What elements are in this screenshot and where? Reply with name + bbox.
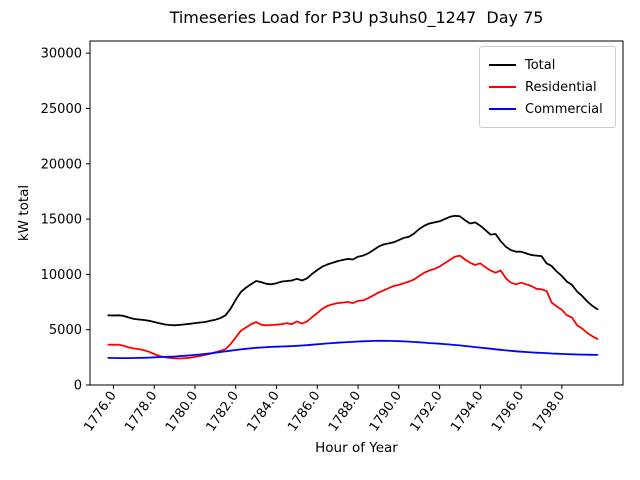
y-axis-label: kW total xyxy=(16,184,32,242)
axes-frame xyxy=(89,40,624,386)
legend-line-residential xyxy=(489,86,516,88)
legend-entry-residential: Residential xyxy=(489,76,607,98)
x-tick-label: 1786.0 xyxy=(285,389,323,435)
x-tick-label: 1782.0 xyxy=(204,389,242,435)
legend-label-residential: Residential xyxy=(525,79,597,95)
x-axis-label: Hour of Year xyxy=(315,440,398,456)
y-tick-label: 0 xyxy=(74,379,82,394)
x-tick-label: 1788.0 xyxy=(326,389,364,435)
legend-entry-commercial: Commercial xyxy=(489,98,607,120)
series-line-residential xyxy=(107,254,599,360)
y-tick-label: 30000 xyxy=(41,47,82,62)
series-line-commercial xyxy=(107,339,599,360)
y-tick-label: 15000 xyxy=(41,213,82,228)
y-tick-label: 25000 xyxy=(41,102,82,117)
legend-label-total: Total xyxy=(525,57,556,73)
x-tick-label: 1798.0 xyxy=(530,389,568,435)
x-tick-label: 1776.0 xyxy=(81,389,119,435)
x-tick-label: 1792.0 xyxy=(407,389,445,435)
legend-line-commercial xyxy=(489,108,516,110)
legend-entry-total: Total xyxy=(489,54,607,76)
x-tick-label: 1778.0 xyxy=(122,389,160,435)
legend: Total Residential Commercial xyxy=(479,46,616,128)
y-tick-label: 10000 xyxy=(41,268,82,283)
x-tick-label: 1796.0 xyxy=(489,389,527,435)
y-tick-label: 20000 xyxy=(41,157,82,172)
legend-line-total xyxy=(489,64,516,66)
legend-label-commercial: Commercial xyxy=(525,101,603,117)
y-tick-label: 5000 xyxy=(49,323,82,338)
x-tick-label: 1780.0 xyxy=(163,389,201,435)
x-tick-label: 1784.0 xyxy=(244,389,282,435)
x-tick-label: 1794.0 xyxy=(448,389,486,435)
x-tick-label: 1790.0 xyxy=(367,389,405,435)
chart-title: Timeseries Load for P3U p3uhs0_1247 Day … xyxy=(169,8,544,27)
series-line-total xyxy=(107,214,599,327)
